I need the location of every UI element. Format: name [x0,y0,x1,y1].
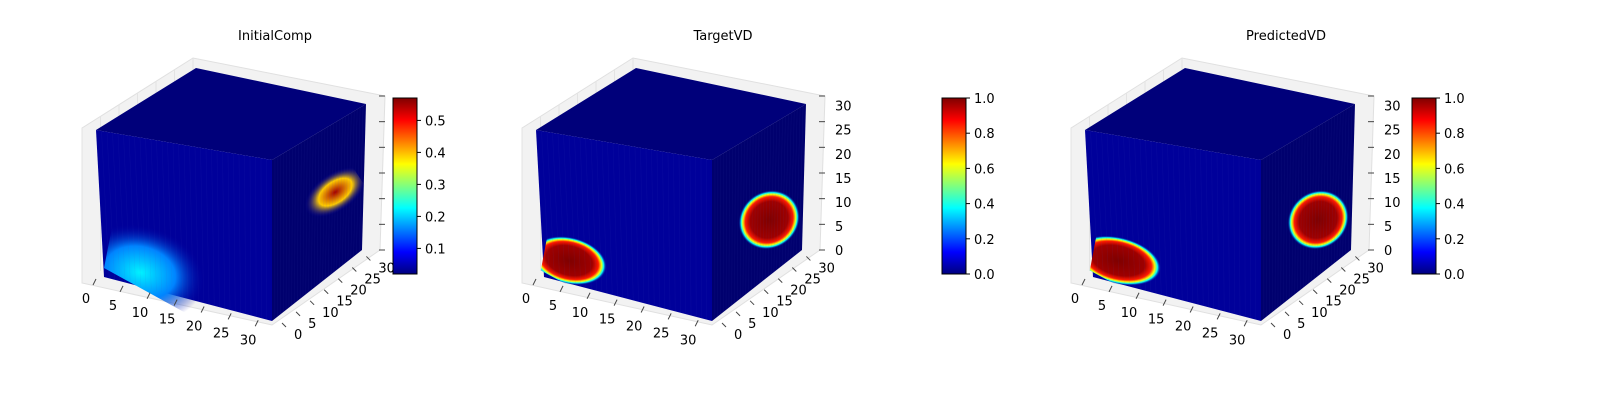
x-tick-label: 30 [1229,333,1246,348]
y-tick-mark [1299,301,1303,305]
z-tick-label: 10 [1384,196,1401,211]
y-tick-mark [764,290,768,294]
x-tick-label: 10 [572,306,589,321]
y-tick-label: 5 [1297,317,1305,332]
x-tick-label: 5 [109,299,117,314]
colorbar-tick-label: 0.2 [425,210,446,225]
z-tick-label: 5 [1384,220,1392,235]
y-tick-label: 0 [734,328,742,343]
x-tick-label: 0 [522,292,530,307]
x-tick-label: 0 [1071,292,1079,307]
y-tick-label: 30 [1367,261,1384,276]
y-tick-mark [1285,312,1289,316]
y-tick-label: 30 [378,261,395,276]
colorbar-tick-label: 0.2 [1444,233,1465,248]
colorbar-tick-label: 0.4 [1444,198,1465,213]
y-tick-mark [736,312,740,316]
x-tick-label: 20 [186,320,203,335]
y-tick-label: 0 [1283,328,1291,343]
z-tick-label: 25 [1384,124,1401,139]
colorbar [1412,98,1436,274]
y-tick-label: 30 [818,261,835,276]
y-tick-mark [1271,323,1275,327]
z-tick-label: 10 [835,196,852,211]
colorbar [942,98,966,274]
y-tick-mark [296,312,300,316]
colorbar-tick-label: 0.1 [425,242,446,257]
y-tick-mark [722,323,726,327]
y-tick-label: 0 [294,328,302,343]
x-tick-label: 15 [1148,313,1165,328]
x-tick-label: 25 [1202,326,1219,341]
colorbar-tick-label: 0.6 [1444,162,1465,177]
z-tick-label: 20 [835,148,852,163]
z-tick-label: 30 [1384,100,1401,115]
x-tick-label: 10 [1121,306,1138,321]
z-tick-label: 0 [835,244,843,259]
colorbar-tick-label: 0.8 [974,127,995,142]
x-tick-label: 25 [213,326,230,341]
colorbar [393,98,417,274]
colorbar-tick-label: 0.4 [974,198,995,213]
y-tick-mark [282,323,286,327]
x-tick-label: 5 [549,299,557,314]
z-tick-label: 15 [835,172,852,187]
z-tick-label: 30 [835,100,852,115]
y-tick-mark [1327,279,1331,283]
panel-title: TargetVD [692,29,752,44]
x-tick-label: 30 [680,333,697,348]
y-tick-mark [750,301,754,305]
z-tick-label: 20 [1384,148,1401,163]
colorbar-tick-label: 0.3 [425,178,446,193]
panel-title: InitialComp [238,29,312,44]
y-tick-mark [338,279,342,283]
colorbar-tick-label: 0.8 [1444,127,1465,142]
y-tick-label: 5 [308,317,316,332]
y-tick-mark [1313,290,1317,294]
x-tick-label: 25 [653,326,670,341]
x-tick-label: 20 [626,320,643,335]
colorbar-tick-label: 0.2 [974,233,995,248]
panel-title: PredictedVD [1246,29,1326,44]
z-tick-label: 15 [1384,172,1401,187]
colorbar-tick-label: 1.0 [974,92,995,107]
y-tick-mark [778,279,782,283]
x-tick-label: 10 [132,306,149,321]
x-tick-label: 30 [240,333,257,348]
y-tick-mark [324,290,328,294]
x-tick-label: 15 [599,313,616,328]
colorbar-tick-label: 0.0 [1444,268,1465,283]
colorbar-tick-label: 1.0 [1444,92,1465,107]
z-tick-label: 5 [835,220,843,235]
colorbar-tick-label: 0.4 [425,146,446,161]
x-tick-label: 0 [82,292,90,307]
x-tick-label: 20 [1175,320,1192,335]
z-tick-label: 25 [835,124,852,139]
y-tick-label: 5 [748,317,756,332]
colorbar-tick-label: 0.0 [974,268,995,283]
colorbar-tick-label: 0.5 [425,114,446,129]
x-tick-label: 15 [159,313,176,328]
y-tick-mark [310,301,314,305]
z-tick-label: 0 [1384,244,1392,259]
x-tick-label: 5 [1098,299,1106,314]
colorbar-tick-label: 0.6 [974,162,995,177]
